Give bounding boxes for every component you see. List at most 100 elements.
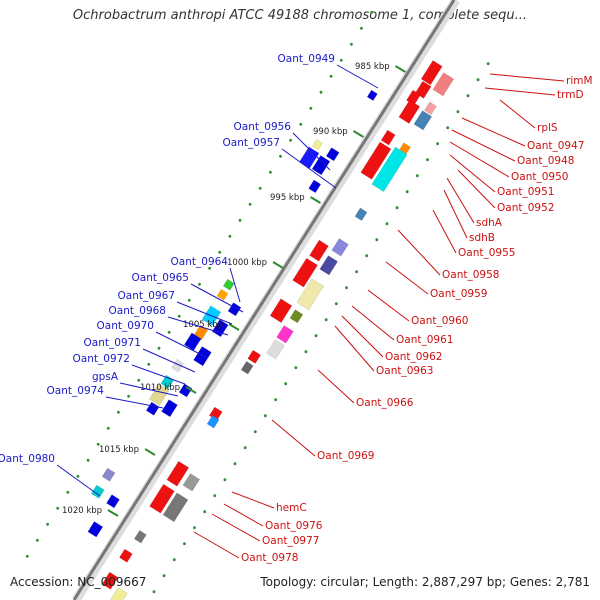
gene-label-oant_0955[interactable]: Oant_0955 xyxy=(458,247,515,259)
feature-grey xyxy=(266,339,285,360)
leader-line xyxy=(385,261,429,295)
gene-label-oant_0977[interactable]: Oant_0977 xyxy=(262,535,319,547)
track-dot xyxy=(284,382,288,386)
gene-label-oant_0974[interactable]: Oant_0974 xyxy=(47,385,105,397)
track-dot xyxy=(370,10,373,14)
track-dot xyxy=(324,318,328,322)
gene-label-oant_0972[interactable]: Oant_0972 xyxy=(73,353,130,365)
gene-label-oant_0969[interactable]: Oant_0969 xyxy=(317,450,374,462)
gene-label-oant_0980[interactable]: Oant_0980 xyxy=(0,453,55,465)
track-dot xyxy=(248,202,252,206)
track-dot xyxy=(258,186,262,190)
gene-label-oant_0962[interactable]: Oant_0962 xyxy=(385,351,442,363)
gene-label-oant_0950[interactable]: Oant_0950 xyxy=(511,171,568,183)
track-dot xyxy=(152,590,156,594)
leader-line xyxy=(211,513,261,542)
gene-label-oant_0976[interactable]: Oant_0976 xyxy=(265,520,323,532)
feature-pink xyxy=(432,72,455,97)
feature-slate xyxy=(319,255,338,276)
feature-blue xyxy=(227,302,242,317)
gene-label-oant_0949[interactable]: Oant_0949 xyxy=(278,53,335,65)
leader-line xyxy=(499,99,536,129)
gene-label-rimm[interactable]: rimM xyxy=(566,75,593,87)
track-dot xyxy=(345,286,348,290)
track-dot xyxy=(350,42,353,46)
gene-label-sdhb[interactable]: sdhB xyxy=(469,232,495,244)
gene-label-hemc[interactable]: hemC xyxy=(276,502,307,514)
gene-label-oant_0965[interactable]: Oant_0965 xyxy=(132,272,189,284)
tick-label: 1005 kbp xyxy=(183,320,223,330)
gene-label-oant_0971[interactable]: Oant_0971 xyxy=(84,337,141,349)
gene-label-gpsa[interactable]: gpsA xyxy=(92,371,119,383)
track-dot xyxy=(243,446,247,450)
feature-red xyxy=(380,129,396,146)
tick-label: 990 kbp xyxy=(313,127,348,137)
gene-label-oant_0951[interactable]: Oant_0951 xyxy=(497,186,554,198)
feature-red xyxy=(309,239,329,262)
feature-pink xyxy=(424,101,437,116)
track-dot xyxy=(436,142,439,146)
leader-line xyxy=(167,316,229,336)
track-dot xyxy=(299,122,303,126)
track-dot xyxy=(127,394,130,398)
feature-darkgrey xyxy=(240,361,254,375)
track-dot xyxy=(415,174,419,178)
track-dot xyxy=(304,350,308,354)
tick-label: 995 kbp xyxy=(270,193,305,203)
track-dot xyxy=(228,234,232,238)
gene-label-oant_0952[interactable]: Oant_0952 xyxy=(497,202,554,214)
track-dot xyxy=(203,510,207,514)
gene-label-trmd[interactable]: trmD xyxy=(557,89,584,101)
gene-label-oant_0957[interactable]: Oant_0957 xyxy=(223,137,280,149)
gene-label-oant_0958[interactable]: Oant_0958 xyxy=(442,269,499,281)
backbone-line xyxy=(72,0,456,600)
track-dot xyxy=(446,126,450,130)
gene-label-rpls[interactable]: rplS xyxy=(537,122,558,134)
track-dot xyxy=(486,62,490,66)
gene-label-oant_0967[interactable]: Oant_0967 xyxy=(118,290,175,302)
feature-cyan xyxy=(371,146,408,192)
track-dot xyxy=(466,94,470,98)
gene-label-oant_0956[interactable]: Oant_0956 xyxy=(234,121,292,133)
gene-label-sdha[interactable]: sdhA xyxy=(476,217,503,229)
leader-line xyxy=(176,301,233,325)
track-dot xyxy=(162,574,166,578)
track-dot xyxy=(46,522,49,526)
gene-label-oant_0963[interactable]: Oant_0963 xyxy=(376,365,433,377)
feature-red xyxy=(420,60,443,86)
gene-label-oant_0968[interactable]: Oant_0968 xyxy=(109,305,166,317)
feature-khaki xyxy=(311,139,323,151)
track-dot xyxy=(172,558,176,562)
gene-label-oant_0961[interactable]: Oant_0961 xyxy=(396,334,453,346)
gene-label-oant_0964[interactable]: Oant_0964 xyxy=(171,256,229,268)
leader-line xyxy=(271,419,316,457)
tick-mark xyxy=(309,196,322,204)
feature-steelblue xyxy=(354,207,368,222)
gene-label-oant_0960[interactable]: Oant_0960 xyxy=(411,315,468,327)
feature-blue xyxy=(211,319,229,338)
gene-label-oant_0959[interactable]: Oant_0959 xyxy=(430,288,487,300)
gene-label-oant_0948[interactable]: Oant_0948 xyxy=(517,155,574,167)
feature-blue xyxy=(325,147,340,162)
track-dot xyxy=(183,542,186,546)
leader-line xyxy=(193,531,240,559)
feature-lavender xyxy=(331,238,349,257)
tick-label: 1020 kbp xyxy=(62,506,102,516)
gene-label-oant_0978[interactable]: Oant_0978 xyxy=(241,552,298,564)
feature-blue xyxy=(178,383,193,398)
leader-line xyxy=(317,369,355,404)
track-dot xyxy=(223,478,227,482)
feature-lavender xyxy=(101,467,116,482)
track-dot xyxy=(294,366,298,370)
leader-line xyxy=(229,267,241,303)
feature-cyan xyxy=(90,484,105,499)
gene-label-oant_0970[interactable]: Oant_0970 xyxy=(97,320,154,332)
track-dot xyxy=(334,302,338,306)
track-dot xyxy=(319,90,323,94)
track-dot xyxy=(426,158,429,162)
gene-label-oant_0966[interactable]: Oant_0966 xyxy=(356,397,414,409)
feature-blue xyxy=(311,155,331,176)
gene-label-oant_0947[interactable]: Oant_0947 xyxy=(527,140,584,152)
leader-line xyxy=(119,382,179,397)
